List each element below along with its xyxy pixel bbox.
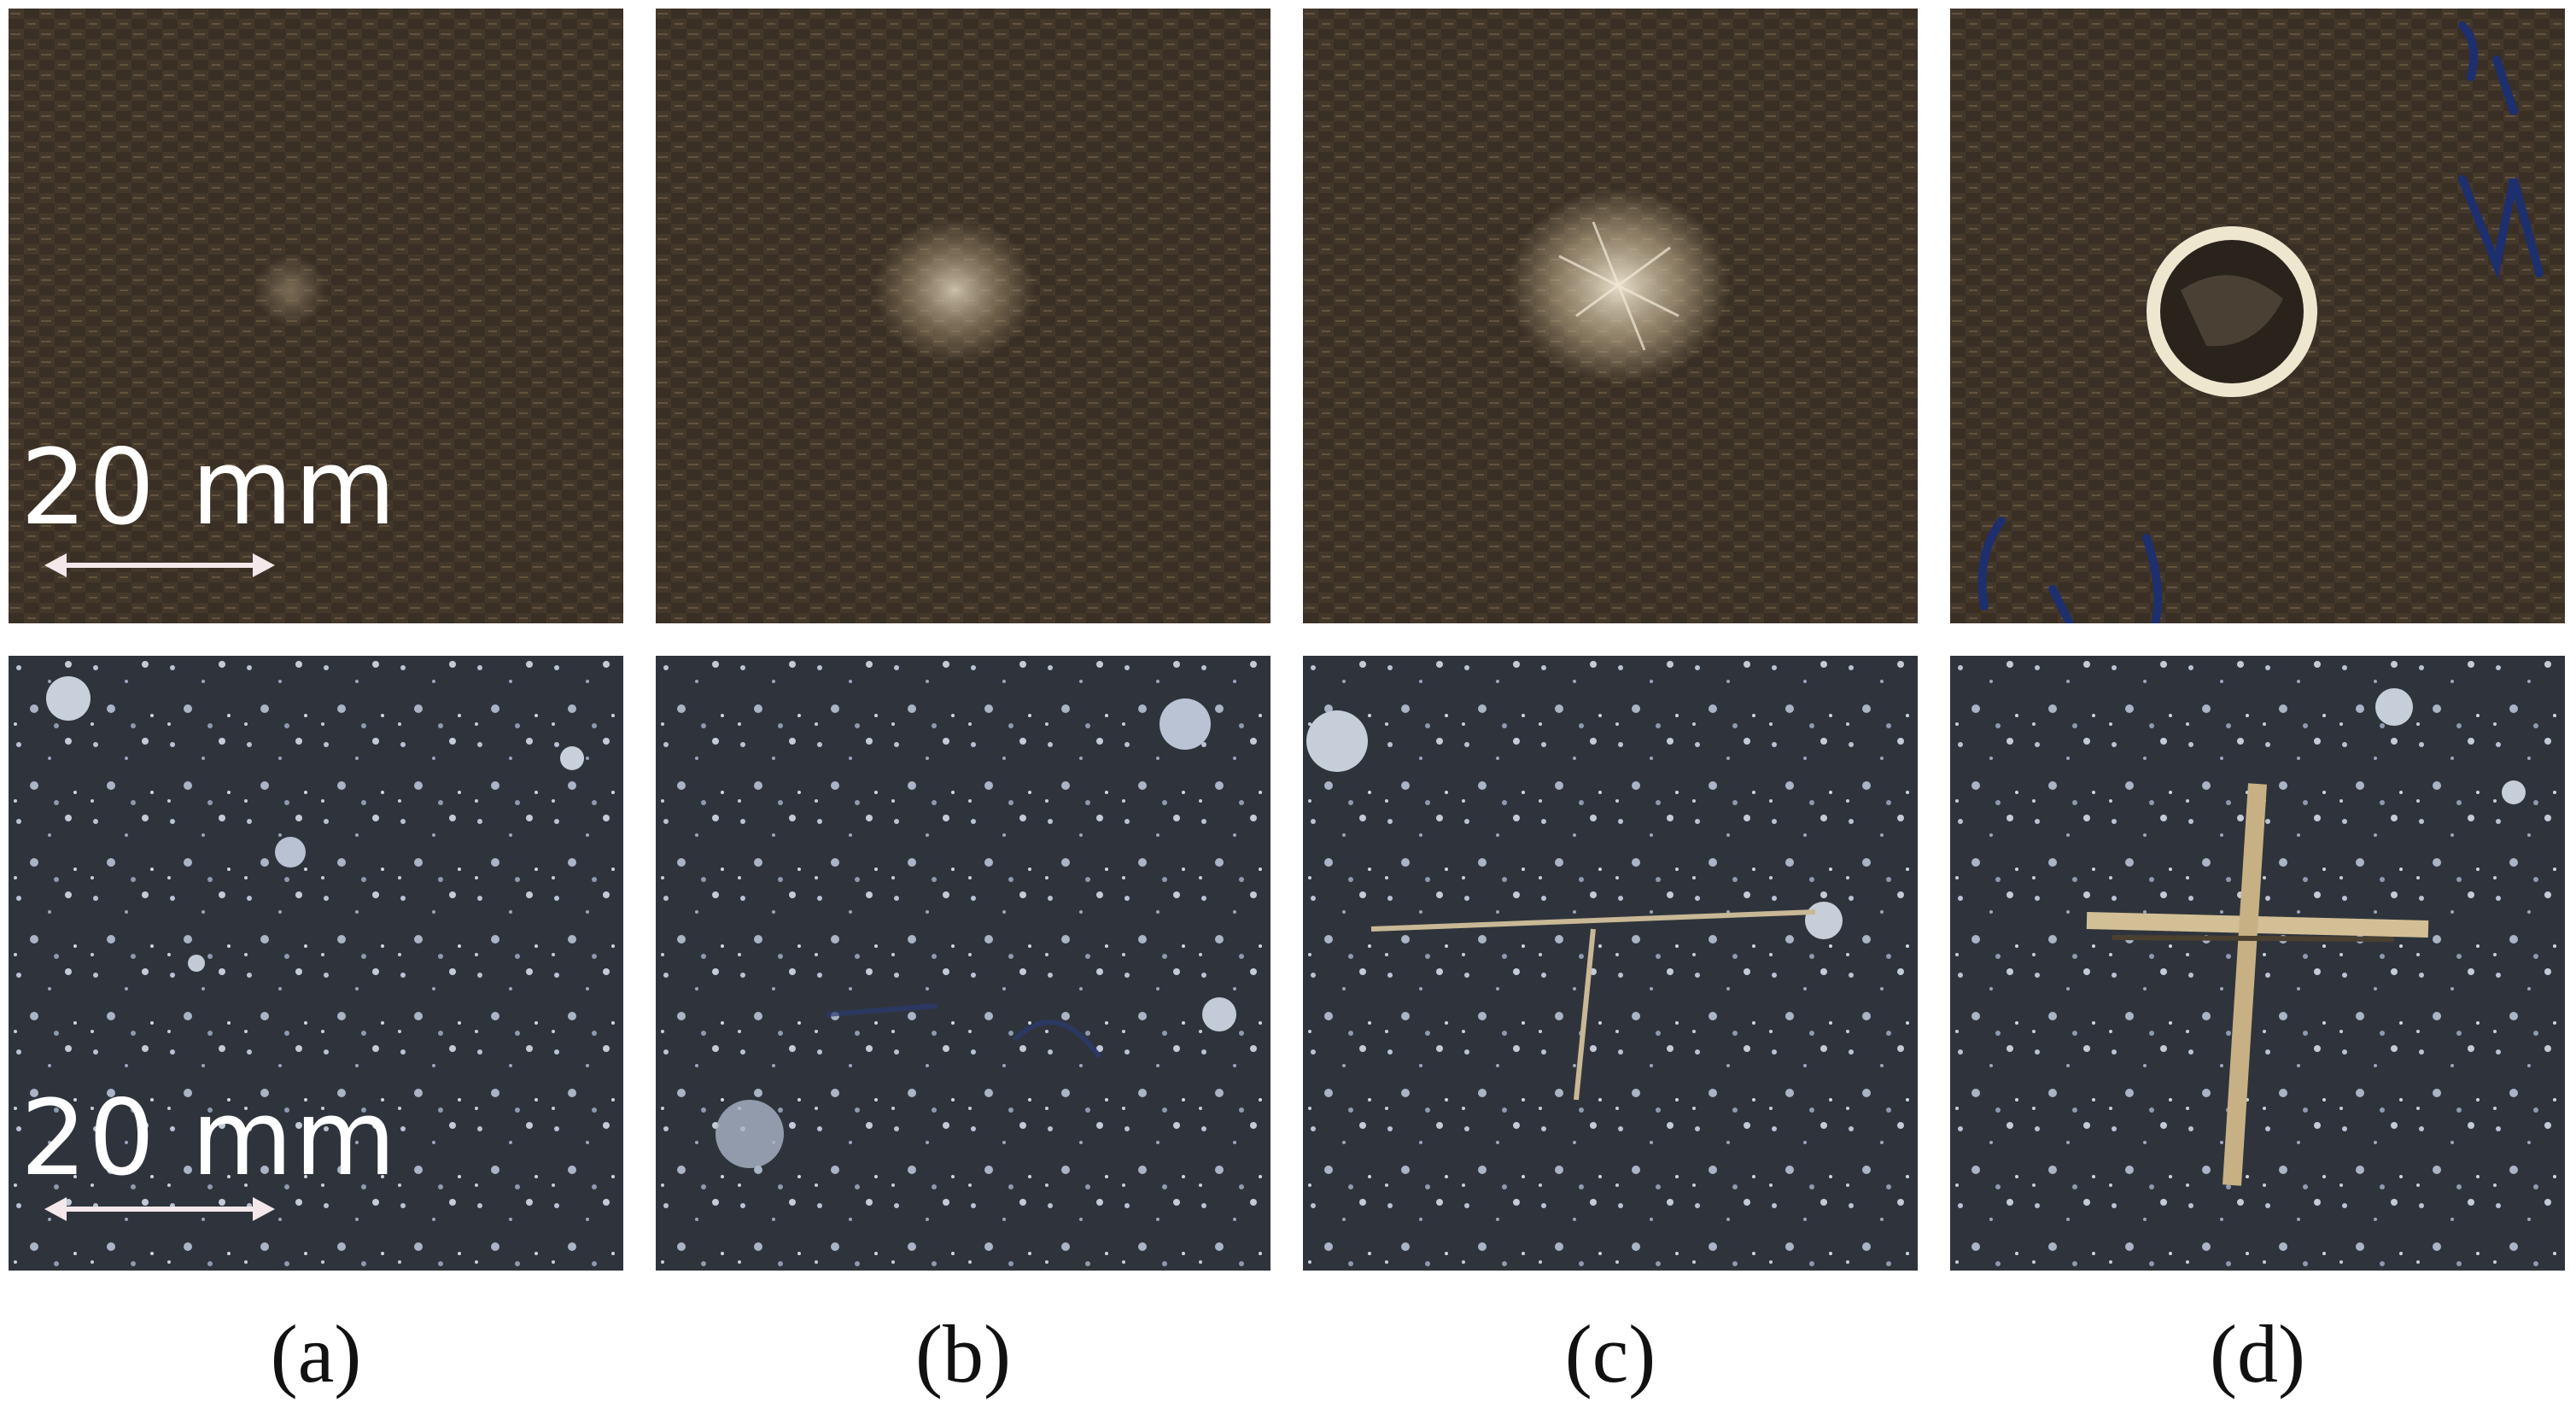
scale-bar-arrow-top xyxy=(44,553,275,577)
caption-a: (a) xyxy=(270,1308,362,1400)
caption-c: (c) xyxy=(1564,1308,1656,1400)
photo-panel-bottom-c xyxy=(1303,656,1918,1271)
photo-panel-bottom-d xyxy=(1950,656,2565,1271)
caption-d: (d) xyxy=(2210,1308,2305,1400)
photo-panel-top-c xyxy=(1303,9,1918,623)
photo-panel-top-b xyxy=(656,9,1270,623)
photo-panel-bottom-a xyxy=(9,656,623,1271)
caption-b: (b) xyxy=(915,1308,1011,1400)
photo-panel-bottom-b xyxy=(656,656,1270,1271)
photo-panel-top-a xyxy=(9,9,623,623)
photo-panel-top-d xyxy=(1950,9,2565,623)
scale-bar-arrow-bottom xyxy=(44,1197,275,1221)
scale-bar-label-bottom: 20 mm xyxy=(20,1078,398,1199)
scale-bar-label-top: 20 mm xyxy=(20,427,398,548)
